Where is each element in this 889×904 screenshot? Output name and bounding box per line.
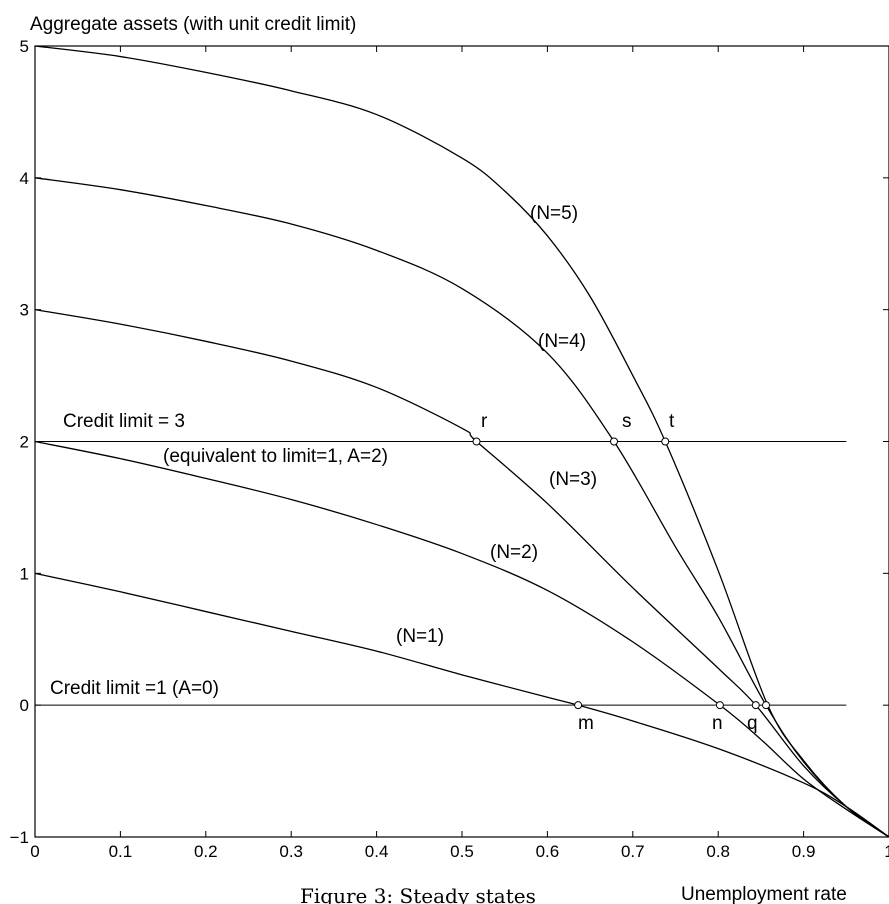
- point-marker: [715, 701, 724, 710]
- curve-n5: [34, 45, 889, 838]
- curve-n2: [34, 440, 889, 838]
- series-label-n5: (N=5): [530, 203, 578, 224]
- x-tick-label: 0: [30, 842, 39, 861]
- x-tick-label: 0.4: [365, 842, 389, 861]
- x-axis-label: Unemployment rate: [681, 884, 847, 904]
- x-tick-label: 0.9: [792, 842, 816, 861]
- point-label: r: [481, 411, 488, 432]
- y-tick-label: 5: [20, 37, 29, 56]
- point-label: q: [747, 713, 758, 734]
- x-tick-label: 0.7: [621, 842, 645, 861]
- y-tick-label: −1: [10, 828, 29, 847]
- point-marker: [472, 437, 481, 446]
- figure-caption: Figure 3: Steady states: [300, 884, 536, 904]
- curve-n4: [34, 177, 889, 838]
- x-tick-label: 1: [884, 842, 889, 861]
- x-tick-label: 0.2: [194, 842, 218, 861]
- series-label-n2: (N=2): [490, 542, 538, 563]
- point-marker: [751, 701, 760, 710]
- marked-points: [472, 437, 771, 710]
- reference-line-sublabel: (equivalent to limit=1, A=2): [163, 446, 388, 467]
- y-tick-label: 1: [20, 564, 29, 583]
- x-tick-label: 0.1: [109, 842, 133, 861]
- point-label: n: [712, 713, 723, 734]
- curve-n3: [34, 309, 889, 838]
- point-label: m: [578, 713, 594, 734]
- y-tick-label: 4: [20, 169, 29, 188]
- point-label: t: [669, 411, 675, 432]
- reference-lines: [35, 441, 847, 706]
- point-marker: [610, 437, 619, 446]
- x-tick-label: 0.5: [450, 842, 474, 861]
- point-label: s: [622, 411, 632, 432]
- point-marker: [574, 701, 583, 710]
- curve-n1: [34, 572, 889, 838]
- y-tick-label: 3: [20, 301, 29, 320]
- y-tick-label: 2: [20, 433, 29, 452]
- curves: [34, 45, 889, 838]
- series-label-n3: (N=3): [549, 469, 597, 490]
- series-label-n4: (N=4): [538, 331, 586, 352]
- y-axis-label: Aggregate assets (with unit credit limit…: [30, 14, 356, 35]
- annotations: (N=1) (N=2) (N=3) (N=4) (N=5) Credit limit = …: [50, 203, 758, 734]
- reference-line-label: Credit limit = 3: [63, 411, 185, 432]
- series-label-n1: (N=1): [396, 626, 444, 647]
- point-marker: [661, 437, 670, 446]
- point-marker: [762, 701, 771, 710]
- x-tick-label: 0.6: [536, 842, 560, 861]
- y-tick-label: 0: [20, 696, 29, 715]
- x-tick-label: 0.3: [279, 842, 303, 861]
- reference-line-label: Credit limit =1 (A=0): [50, 678, 219, 699]
- x-tick-label: 0.8: [706, 842, 730, 861]
